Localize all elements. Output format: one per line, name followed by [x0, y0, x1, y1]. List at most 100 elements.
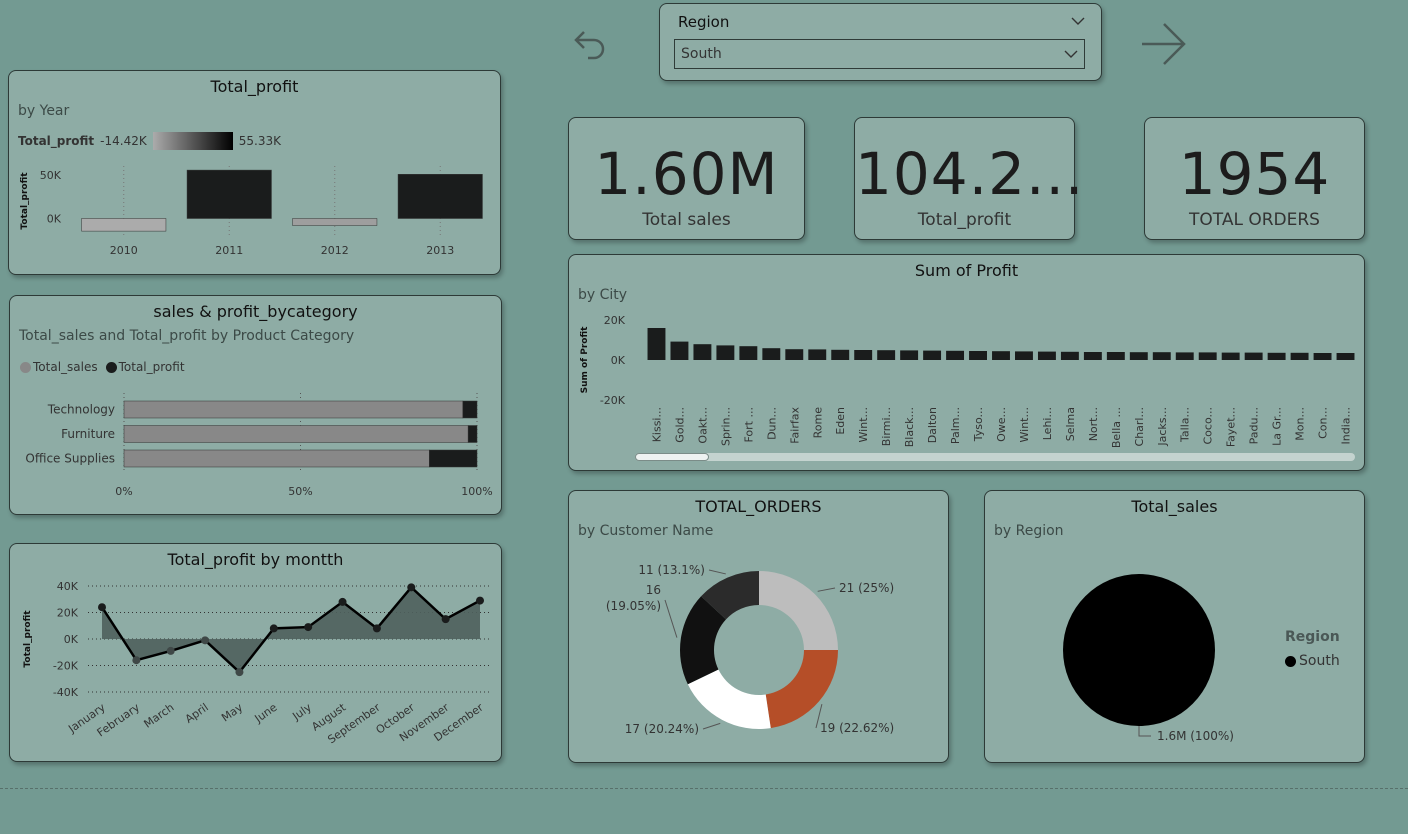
bar — [1313, 353, 1332, 360]
y-tick-label: -20K — [600, 394, 626, 407]
bar — [739, 346, 758, 360]
y-tick-label: -40K — [53, 686, 79, 699]
chart-subtitle: by Region — [994, 523, 1064, 539]
kpi-value: 1.60M — [594, 140, 779, 208]
x-tick-label: Birmi... — [880, 407, 893, 446]
x-tick-label: Fairfax — [788, 407, 801, 444]
chart-profit-by-year: Total_profit by Year Total_profit -14.42… — [8, 70, 501, 275]
bar — [1267, 352, 1286, 360]
x-tick-label: Fort ... — [742, 407, 755, 443]
x-tick-label: Kissi... — [650, 407, 663, 442]
x-tick-label: Wint... — [1018, 407, 1031, 442]
x-tick-label: Eden — [834, 407, 847, 435]
data-point — [98, 603, 106, 612]
bar — [292, 218, 378, 226]
x-tick-label: 2011 — [215, 244, 243, 257]
x-tick-label: India... — [1340, 407, 1353, 445]
leader-line — [817, 587, 836, 592]
chevron-down-icon[interactable] — [1064, 49, 1078, 59]
y-axis-title: Sum of Profit — [580, 326, 590, 394]
legend-label-sales: Total_sales — [33, 360, 98, 374]
legend-max: 55.33K — [238, 134, 281, 148]
legend-label-south: South — [1299, 653, 1340, 669]
bar — [923, 350, 942, 360]
bar-segment — [123, 400, 464, 419]
x-tick-label: Bella ... — [1110, 407, 1123, 448]
chart-title: Sum of Profit — [914, 261, 1019, 280]
x-tick-label: Lehi... — [1041, 407, 1054, 440]
chart-title: TOTAL_ORDERS — [695, 497, 822, 516]
bar — [831, 349, 850, 360]
chart-subtitle: by City — [578, 287, 628, 303]
bar — [1106, 352, 1125, 360]
donut-slice — [701, 571, 759, 620]
orders-donut-plot: 21 (25%) 19 (22.62%) 17 (20.24%) 16 (19.05%)… — [606, 563, 894, 736]
back-arrow-icon[interactable] — [570, 24, 610, 64]
data-point — [166, 646, 175, 655]
x-tick-label: Talla... — [1179, 407, 1192, 443]
donut-slice — [680, 596, 727, 685]
bar — [647, 328, 666, 360]
x-tick-label: Charl... — [1133, 407, 1146, 446]
bar — [186, 169, 272, 219]
x-tick-label: 2010 — [110, 244, 138, 257]
bar — [397, 174, 483, 219]
bar-segment — [429, 449, 478, 468]
scrollbar-thumb[interactable] — [635, 453, 709, 461]
forward-arrow-icon[interactable] — [1138, 20, 1188, 68]
x-tick-label: Con... — [1317, 407, 1330, 439]
bar — [969, 351, 987, 360]
bar — [81, 218, 167, 232]
region-slicer: Region South — [659, 3, 1102, 81]
y-tick-label: 50K — [40, 169, 62, 182]
horizontal-scrollbar[interactable] — [635, 453, 1355, 461]
chart-sales-by-region: Total_sales by Region 1.6M (100%) Region… — [984, 490, 1365, 763]
gradient-legend: Total_profit -14.42K 55.33K — [18, 131, 281, 151]
bar — [1221, 352, 1240, 360]
chart-subtitle: Total_sales and Total_profit by Product … — [19, 328, 355, 344]
x-tick-label: Selma — [1064, 407, 1077, 441]
data-point — [201, 636, 210, 645]
x-tick-label: Mon... — [1294, 407, 1307, 441]
chart-subtitle: by Year — [18, 103, 70, 119]
bar — [785, 349, 804, 360]
x-tick-label: Black... — [903, 407, 916, 447]
x-tick-label: Tyso... — [972, 407, 985, 442]
y-tick-label: Office Supplies — [25, 452, 115, 466]
y-tick-label: 20K — [604, 314, 626, 327]
kpi-card-total-orders: 1954 TOTAL ORDERS — [1144, 117, 1365, 240]
x-tick-label: Jacks... — [1156, 407, 1169, 447]
legend-min: -14.42K — [100, 134, 147, 148]
bar — [854, 350, 873, 360]
legend-label-profit: Total_profit — [118, 360, 185, 374]
x-tick-label: July — [289, 701, 314, 724]
kpi-label: Total sales — [642, 210, 731, 230]
x-tick-label: Padu... — [1248, 407, 1261, 444]
bar — [1198, 352, 1217, 360]
data-point — [132, 656, 141, 665]
y-tick-label: 20K — [57, 607, 79, 620]
x-tick-label: 0% — [115, 485, 132, 498]
page-divider — [0, 788, 1408, 789]
bar — [1244, 352, 1263, 360]
x-tick-label: Coco... — [1202, 407, 1215, 445]
kpi-value: 104.2... — [855, 140, 1085, 208]
y-tick-label: 0K — [611, 354, 626, 367]
data-point — [235, 668, 244, 677]
donut-slice — [765, 650, 838, 729]
chart-title: sales & profit_bycategory — [153, 302, 358, 321]
chart-title: Total_sales — [1131, 497, 1218, 516]
bar-segment — [462, 400, 478, 419]
series-line — [100, 585, 481, 674]
legend-dot-profit — [105, 361, 117, 373]
y-tick-label: -20K — [53, 660, 79, 673]
area-fill — [102, 587, 480, 673]
x-tick-label: Wint... — [857, 407, 870, 442]
x-tick-label: March — [142, 701, 177, 731]
profit-by-year-plot: 50K 0K Total_profit 2010 2011 2012 2013 — [20, 166, 483, 257]
region-dropdown[interactable]: South — [674, 39, 1085, 69]
bar — [716, 345, 735, 360]
sales-profit-category-plot: 0% 50% 100% Technology Furniture Office Suppl… — [25, 393, 493, 498]
slice-label-percent: (19.05%) — [606, 599, 661, 613]
chevron-up-icon[interactable] — [1071, 16, 1085, 26]
